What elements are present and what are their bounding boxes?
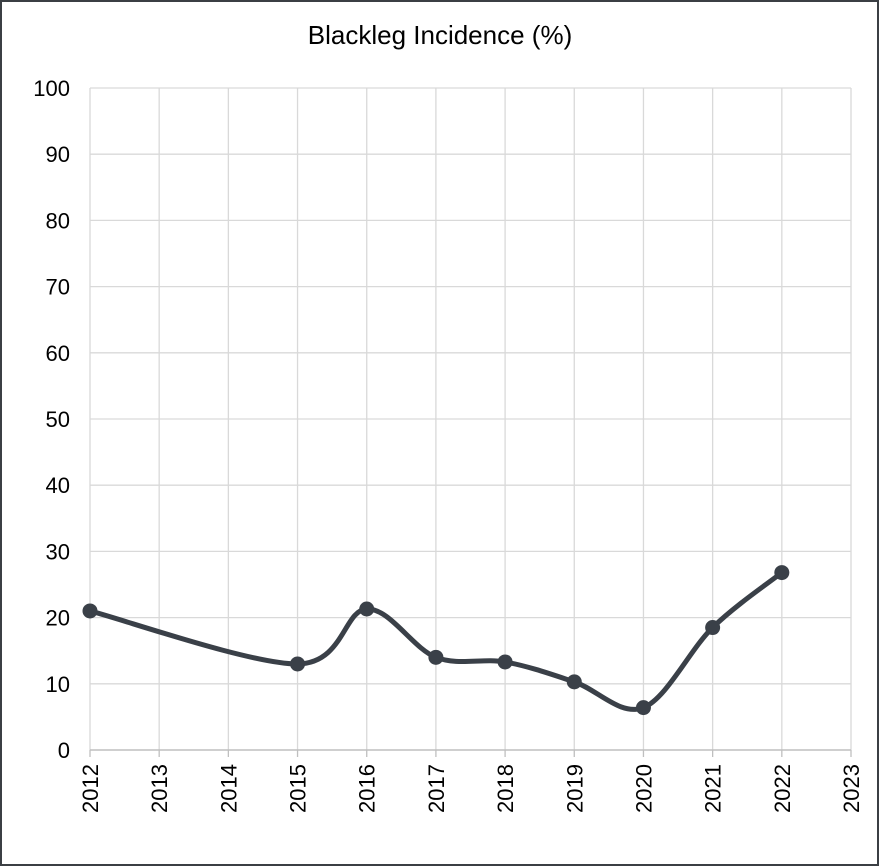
data-point-marker [774, 565, 790, 581]
y-tick-label: 50 [46, 407, 70, 432]
y-tick-label: 0 [58, 738, 70, 763]
y-tick-label: 90 [46, 142, 70, 167]
x-tick-label: 2013 [147, 764, 172, 813]
x-tick-label: 2019 [562, 764, 587, 813]
data-point-marker [428, 649, 444, 665]
chart-title: Blackleg Incidence (%) [308, 20, 572, 50]
data-point-marker [290, 656, 306, 672]
x-tick-label: 2012 [78, 764, 103, 813]
x-tick-label: 2021 [701, 764, 726, 813]
markers-layer [82, 565, 790, 716]
grid-lines [89, 87, 852, 750]
y-tick-label: 70 [46, 275, 70, 300]
data-point-marker [359, 601, 375, 617]
x-axis-tick-labels: 2012 2013 2014 2015 2016 2017 2018 2019 2020 2021… [78, 764, 864, 813]
y-tick-label: 30 [46, 539, 70, 564]
y-tick-label: 20 [46, 606, 70, 631]
x-tick-label: 2018 [493, 764, 518, 813]
y-tick-label: 80 [46, 208, 70, 233]
data-point-marker [497, 654, 513, 670]
y-axis-tick-labels: 0 10 20 30 40 50 60 70 80 90 100 [33, 76, 70, 763]
data-point-marker [635, 700, 651, 716]
axes [89, 749, 852, 757]
x-tick-label: 2022 [770, 764, 795, 813]
x-tick-label: 2017 [424, 764, 449, 813]
data-point-marker [705, 620, 721, 636]
x-tick-label: 2014 [216, 764, 241, 813]
x-tick-label: 2015 [286, 764, 311, 813]
y-tick-label: 60 [46, 341, 70, 366]
x-tick-label: 2023 [839, 764, 864, 813]
x-tick-label: 2016 [355, 764, 380, 813]
x-tick-label: 2020 [631, 764, 656, 813]
y-tick-label: 40 [46, 473, 70, 498]
y-tick-label: 100 [33, 76, 70, 101]
data-point-marker [82, 603, 98, 619]
data-point-marker [566, 674, 582, 690]
y-tick-label: 10 [46, 672, 70, 697]
